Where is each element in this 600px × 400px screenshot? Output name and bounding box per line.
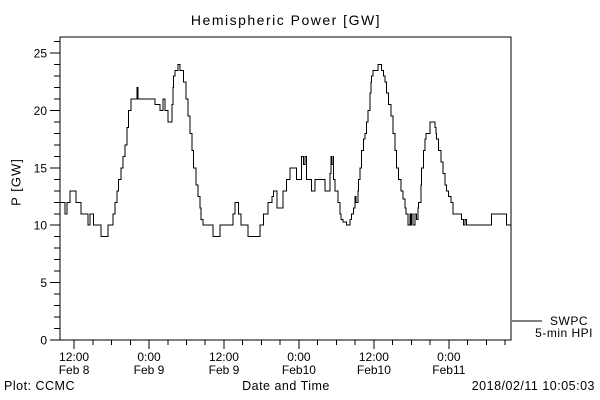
x-axis-title: Date and Time [242,379,330,393]
y-tick-label: 0 [40,334,47,348]
x-tick-date-label: Feb 9 [209,363,240,377]
y-tick-label: 5 [40,276,47,290]
x-tick-time-label: 0:00 [287,350,311,364]
y-tick-label: 10 [34,219,48,233]
y-tick-label: 15 [34,161,48,175]
plot-timestamp: 2018/02/11 10:05:03 [471,379,595,393]
x-tick-date-label: Feb 9 [134,363,165,377]
x-tick-time-label: 0:00 [437,350,461,364]
plot-frame [59,36,512,341]
x-tick-time-label: 12:00 [209,350,239,364]
legend-label-series: 5-min HPI [535,326,593,340]
hpi-step-line [60,64,511,238]
chart-title: Hemispheric Power [GW] [190,12,382,28]
legend-label-source: SWPC [550,314,588,328]
plot-credit: Plot: CCMC [4,379,75,393]
x-tick-date-label: Feb 8 [59,363,90,377]
x-tick-time-label: 12:00 [359,350,389,364]
x-tick-date-label: Feb10 [357,363,391,377]
x-tick-date-label: Feb10 [282,363,316,377]
x-tick-time-label: 12:00 [59,350,89,364]
x-tick-date-label: Feb11 [432,363,465,377]
x-tick-time-label: 0:00 [137,350,161,364]
y-tick-label: 25 [34,47,48,61]
y-tick-label: 20 [34,104,48,118]
